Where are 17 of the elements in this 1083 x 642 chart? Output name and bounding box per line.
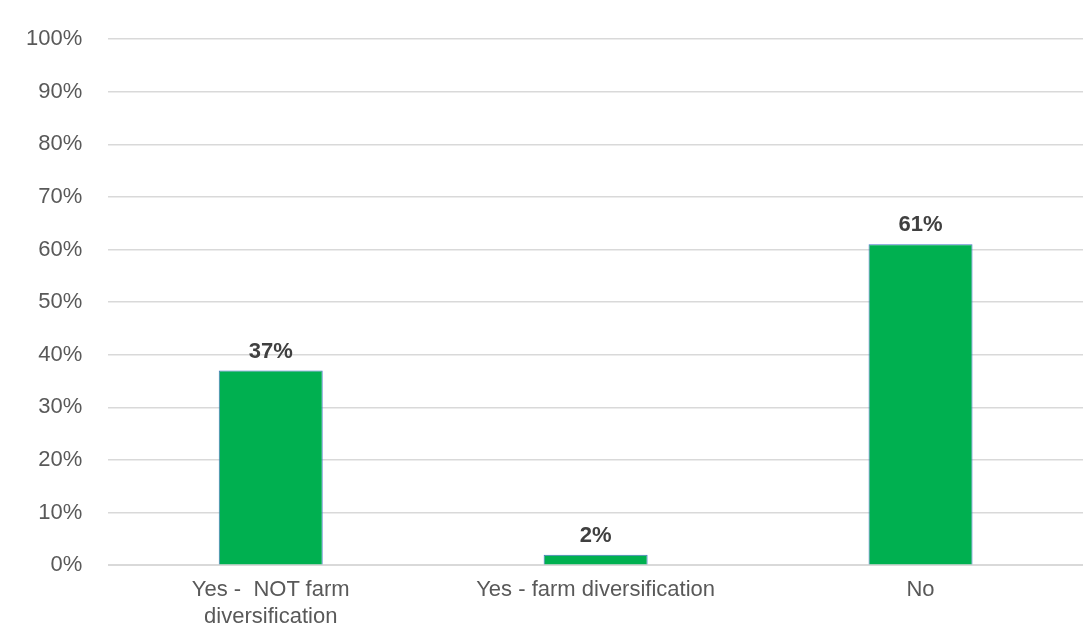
y-tick-label: 100% [25,25,83,51]
x-tick-label: Yes - farm diversification [476,576,716,602]
data-label: 61% [898,211,943,237]
y-tick-label: 70% [38,183,83,209]
data-label: 2% [579,521,612,547]
y-tick-label: 40% [38,340,83,366]
y-tick-label: 90% [38,77,83,103]
y-tick-label: 60% [38,235,83,261]
data-label: 37% [248,337,293,363]
y-tick-label: 20% [38,446,83,472]
x-tick-label: Yes - NOT farm diversification [191,576,350,628]
y-tick-label: 10% [38,498,83,524]
y-tick-label: 80% [38,130,83,156]
y-tick-label: 50% [38,288,83,314]
y-tick-label: 30% [38,393,83,419]
y-tick-label: 0% [50,551,83,577]
x-tick-label: No [906,576,935,602]
